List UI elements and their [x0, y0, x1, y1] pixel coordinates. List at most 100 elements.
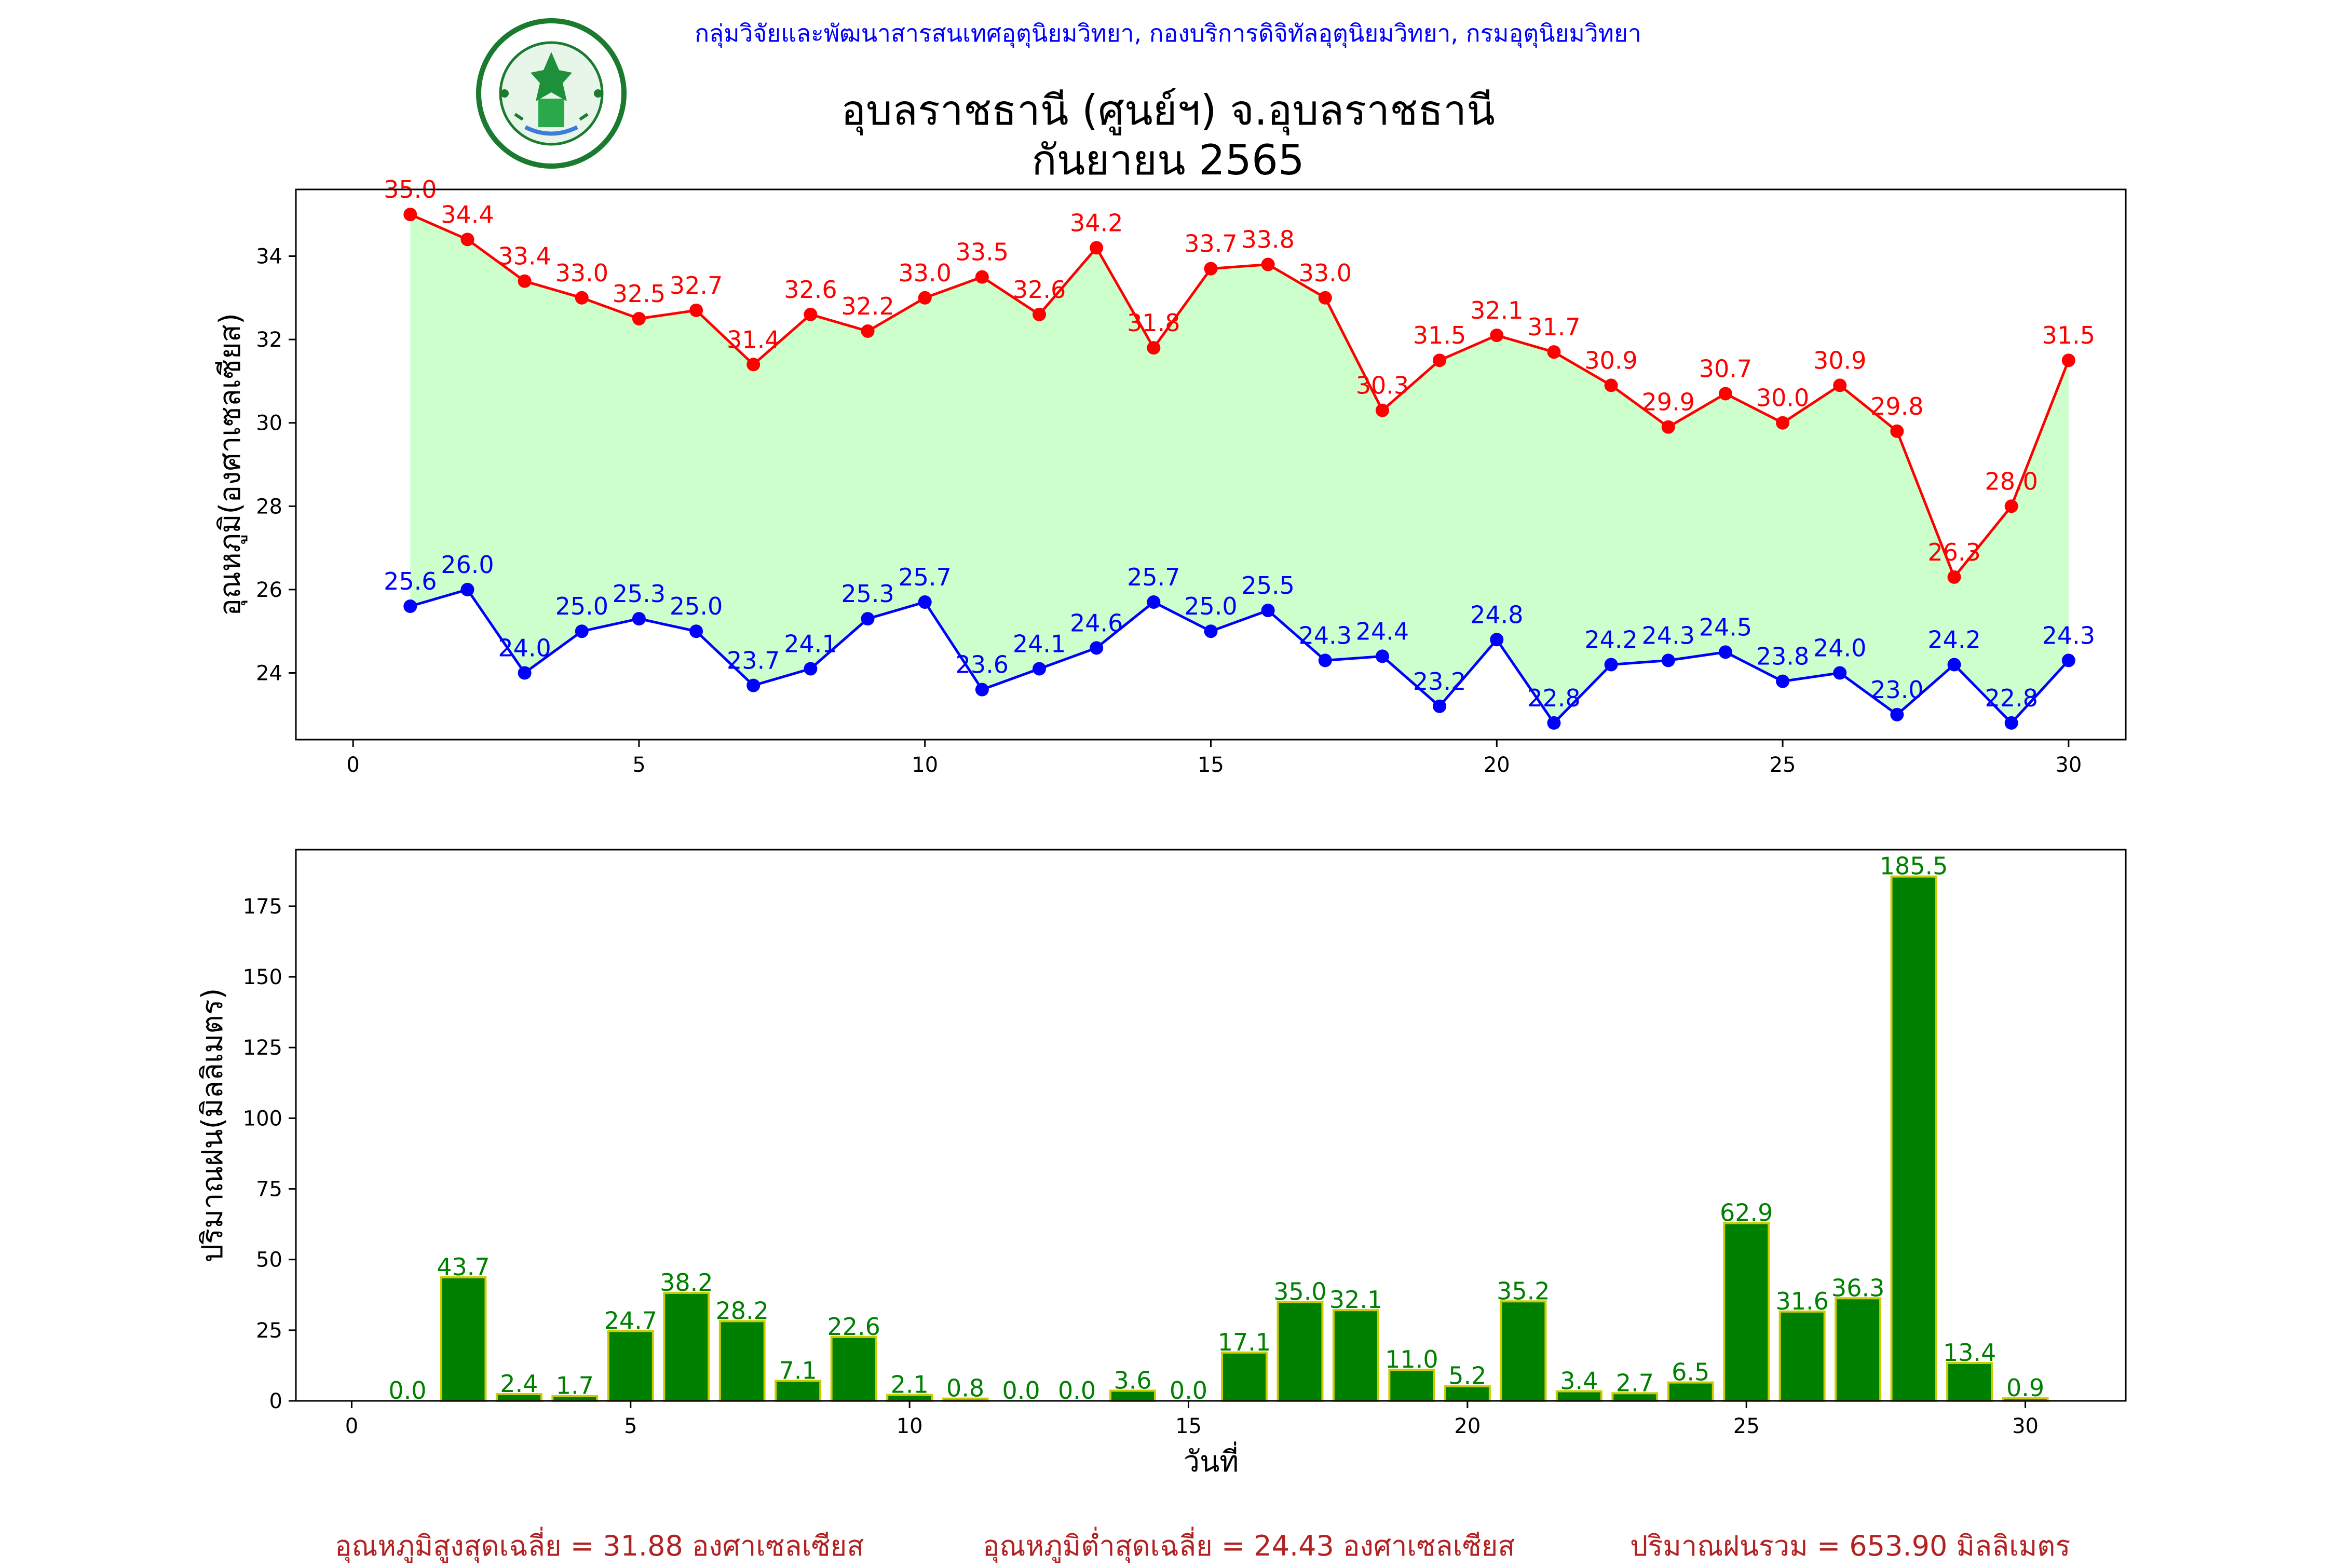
- min-temperature-point: [1090, 641, 1104, 655]
- organization-line: กลุ่มวิจัยและพัฒนาสารสนเทศอุตุนิยมวิทยา,…: [695, 19, 1641, 47]
- max-temperature-label: 30.9: [1584, 346, 1637, 374]
- rainfall-bar-label: 0.9: [2006, 1374, 2044, 1402]
- station-title: อุบลราชธานี (ศูนย์ฯ) จ.อุบลราชธานี: [841, 86, 1495, 134]
- rainfall-bar-label: 0.0: [1170, 1376, 1207, 1405]
- max-temperature-point: [1947, 570, 1961, 584]
- max-temperature-point: [689, 303, 703, 317]
- max-temperature-point: [918, 291, 932, 305]
- max-temperature-point: [2004, 499, 2018, 513]
- temperature-y-tick-label: 30: [256, 412, 282, 435]
- max-temperature-label: 33.8: [1241, 226, 1294, 254]
- max-temperature-point: [1318, 291, 1332, 305]
- meteorological-department-logo: [476, 18, 627, 169]
- max-temperature-label: 34.4: [441, 200, 494, 228]
- rainfall-y-tick-label: 150: [243, 965, 282, 989]
- rainfall-bar-label: 5.2: [1448, 1362, 1486, 1390]
- rainfall-y-tick-label: 75: [256, 1178, 282, 1202]
- temperature-x-tick-label: 0: [346, 753, 359, 777]
- max-temperature-point: [2061, 353, 2075, 367]
- min-temperature-label: 24.1: [784, 630, 837, 658]
- rainfall-bar: [1276, 1301, 1324, 1402]
- rainfall-bar: [775, 1380, 822, 1402]
- min-temperature-label: 25.0: [670, 592, 723, 620]
- rainfall-y-axis-label: ปริมาณฝน(มิลลิเมตร): [196, 988, 229, 1263]
- max-temperature-label: 33.0: [1299, 259, 1352, 287]
- temperature-y-tick-label: 24: [256, 662, 282, 686]
- rainfall-chart: 0.0 43.7 2.4 1.7 24.738.228.2 7.1 22.6 2.1 0.8 0.…: [196, 849, 2127, 1479]
- rainfall-y-tick-label: 25: [256, 1319, 282, 1343]
- rainfall-x-tick-label: 20: [1454, 1414, 1481, 1438]
- min-temperature-label: 24.5: [1699, 613, 1752, 641]
- rainfall-bar: [1946, 1362, 1993, 1402]
- max-temperature-point: [632, 311, 646, 325]
- rainfall-bar: [1332, 1309, 1379, 1402]
- min-temperature-label: 23.6: [956, 651, 1009, 679]
- rainfall-bar-label: 31.6: [1775, 1287, 1828, 1315]
- min-temperature-point: [2061, 653, 2075, 667]
- min-temperature-point: [632, 612, 646, 626]
- rainfall-bar-label: 0.0: [388, 1376, 426, 1405]
- max-temperature-label: 33.5: [956, 238, 1009, 266]
- min-temperature-point: [1547, 716, 1561, 730]
- max-temperature-label: 33.7: [1184, 230, 1237, 258]
- max-temperature-label: 28.0: [1985, 467, 2038, 495]
- temperature-x-tick-label: 30: [2055, 753, 2082, 777]
- min-temperature-label: 24.3: [1642, 621, 1695, 649]
- min-temperature-label: 24.0: [1813, 634, 1866, 662]
- rainfall-y-tick-label: 0: [269, 1389, 282, 1413]
- rainfall-bar-label: 1.7: [556, 1372, 594, 1400]
- min-temperature-point: [1147, 595, 1161, 609]
- max-temperature-label: 32.7: [670, 271, 723, 299]
- rainfall-bar-label: 6.5: [1672, 1358, 1709, 1386]
- max-temperature-label: 32.1: [1470, 296, 1523, 324]
- min-temperature-point: [861, 612, 875, 626]
- rainfall-bar-label: 22.6: [827, 1313, 880, 1341]
- rainfall-bar: [1388, 1369, 1435, 1402]
- total-rain-text: ปริมาณฝนรวม = 653.90 มิลลิเมตร: [1630, 1530, 2071, 1562]
- rainfall-bar-label: 2.4: [500, 1370, 538, 1398]
- min-temperature-label: 22.8: [1985, 684, 2038, 712]
- max-temperature-label: 30.9: [1813, 346, 1866, 374]
- min-temperature-label: 24.1: [1013, 630, 1066, 658]
- max-temperature-label: 32.6: [1013, 276, 1066, 304]
- avg-max-temp-text: อุณหภูมิสูงสุดเฉลี่ย = 31.88 องศาเซลเซีย…: [335, 1530, 864, 1562]
- max-temperature-point: [1833, 378, 1847, 392]
- rainfall-bar: [1220, 1351, 1268, 1402]
- temperature-y-ticks: 24 26 28 30 32 34: [256, 244, 296, 686]
- min-temperature-label: 23.2: [1413, 667, 1466, 696]
- temperature-y-tick-label: 26: [256, 578, 282, 602]
- min-temperature-point: [1318, 653, 1332, 667]
- min-temperature-point: [1204, 624, 1218, 638]
- max-temperature-label: 30.3: [1356, 372, 1409, 400]
- min-temperature-label: 25.5: [1241, 571, 1294, 599]
- max-temperature-label: 31.5: [2042, 321, 2095, 349]
- max-temperature-label: 33.0: [555, 259, 608, 287]
- max-temperature-point: [861, 324, 875, 338]
- rainfall-bar-label: 35.0: [1273, 1277, 1326, 1305]
- max-temperature-point: [746, 358, 760, 372]
- rainfall-bar-label: 43.7: [437, 1253, 490, 1281]
- max-temperature-label: 30.0: [1756, 384, 1809, 412]
- avg-min-temp-text: อุณหภูมิต่ำสุดเฉลี่ย = 24.43 องศาเซลเซีย…: [983, 1530, 1515, 1562]
- max-temperature-point: [1375, 403, 1389, 417]
- max-temperature-point: [1604, 378, 1618, 392]
- max-temperature-point: [1261, 257, 1275, 271]
- temperature-y-tick-label: 28: [256, 495, 282, 519]
- rainfall-bar-label: 3.6: [1113, 1366, 1151, 1394]
- min-temperature-label: 25.3: [841, 580, 894, 608]
- temperature-plot-area: 35.034.433.433.032.5 32.731.432.632.233.0…: [384, 175, 2095, 730]
- min-temperature-point: [2004, 716, 2018, 730]
- min-temperature-point: [1833, 666, 1847, 680]
- rainfall-x-tick-label: 10: [897, 1414, 923, 1438]
- min-temperature-label: 24.8: [1470, 601, 1523, 629]
- rainfall-y-tick-label: 175: [243, 895, 282, 919]
- rainfall-bar: [1500, 1300, 1547, 1402]
- min-temperature-point: [1490, 633, 1504, 647]
- temperature-x-tick-label: 20: [1484, 753, 1510, 777]
- max-temperature-point: [975, 270, 989, 284]
- max-temperature-label: 29.8: [1870, 392, 1923, 420]
- min-temperature-label: 23.0: [1870, 676, 1923, 704]
- min-temperature-point: [1433, 699, 1447, 713]
- temperature-y-tick-label: 32: [256, 328, 282, 352]
- max-temperature-point: [518, 274, 532, 288]
